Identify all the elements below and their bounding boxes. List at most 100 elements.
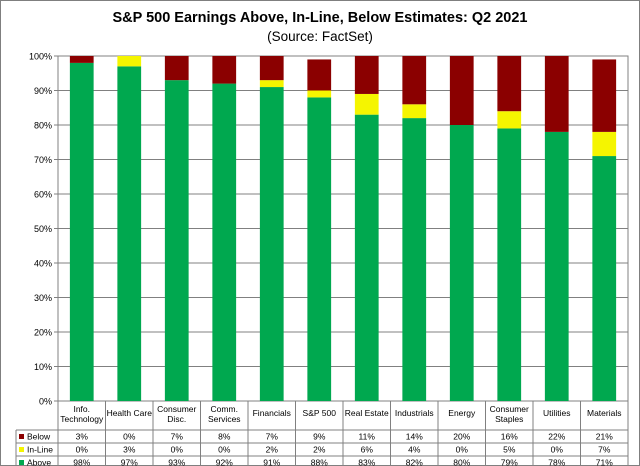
data-label: 79% — [501, 458, 518, 466]
bar-above — [592, 156, 617, 401]
category-label: Consumer — [157, 404, 196, 414]
y-tick-label: 90% — [34, 86, 52, 96]
data-label: 0% — [551, 445, 564, 455]
data-label: 0% — [123, 432, 136, 442]
bar-above — [117, 66, 142, 401]
y-tick-label: 100% — [29, 52, 52, 62]
data-label: 83% — [358, 458, 375, 466]
data-label: 3% — [123, 445, 136, 455]
bar-above — [544, 131, 569, 401]
bar-below — [497, 56, 522, 112]
category-label: Comm. — [211, 404, 238, 414]
data-label: 5% — [503, 445, 516, 455]
data-label: 88% — [311, 458, 328, 466]
category-label: Real Estate — [345, 408, 389, 418]
legend-key — [19, 460, 24, 465]
category-label: Services — [208, 414, 241, 424]
category-label: Energy — [448, 408, 476, 418]
legend-key — [19, 447, 24, 452]
bar-in-line — [402, 104, 427, 119]
category-label: Utilities — [543, 408, 570, 418]
y-tick-label: 40% — [34, 259, 52, 269]
bar-above — [354, 114, 379, 402]
category-label: Financials — [253, 408, 291, 418]
data-label: 6% — [361, 445, 374, 455]
data-label: 16% — [501, 432, 518, 442]
category-label: Staples — [495, 414, 523, 424]
data-label: 0% — [218, 445, 231, 455]
y-tick-label: 70% — [34, 155, 52, 165]
category-label: Disc. — [167, 414, 186, 424]
y-tick-label: 0% — [39, 397, 52, 407]
bar-above — [212, 83, 237, 401]
chart-subtitle: (Source: FactSet) — [267, 29, 373, 44]
data-label: 80% — [453, 458, 470, 466]
data-label: 98% — [73, 458, 90, 466]
bar-below — [592, 59, 617, 132]
data-label: 92% — [216, 458, 233, 466]
data-label: 20% — [453, 432, 470, 442]
legend-key — [19, 434, 24, 439]
bar-above — [164, 80, 189, 402]
bar-above — [402, 118, 427, 401]
bar-below — [259, 56, 284, 81]
bar-above — [449, 125, 474, 401]
data-label: 9% — [313, 432, 326, 442]
legend-label: Below — [27, 432, 51, 442]
legend-label: In-Line — [27, 445, 53, 455]
bar-in-line — [592, 131, 617, 157]
y-tick-label: 20% — [34, 328, 52, 338]
bar-below — [544, 56, 569, 132]
data-label: 11% — [359, 432, 376, 442]
bar-below — [307, 59, 332, 91]
data-label: 93% — [168, 458, 185, 466]
data-label: 2% — [313, 445, 326, 455]
bar-above — [69, 62, 94, 402]
bar-in-line — [497, 111, 522, 129]
legend-label: Above — [27, 458, 51, 466]
category-label: Materials — [587, 408, 621, 418]
data-label: 7% — [266, 432, 279, 442]
bar-below — [164, 56, 189, 81]
data-label: 14% — [406, 432, 423, 442]
bar-below — [449, 56, 474, 125]
bar-below — [354, 56, 379, 94]
category-label: S&P 500 — [303, 408, 337, 418]
data-label: 0% — [456, 445, 469, 455]
data-label: 91% — [263, 458, 280, 466]
bar-below — [402, 56, 427, 105]
y-tick-label: 10% — [34, 362, 52, 372]
data-label: 8% — [218, 432, 231, 442]
data-label: 7% — [171, 432, 184, 442]
bar-below — [212, 56, 237, 84]
bar-above — [497, 128, 522, 401]
category-label: Health Care — [107, 408, 153, 418]
bar-in-line — [117, 56, 142, 67]
data-label: 0% — [171, 445, 184, 455]
category-label: Technology — [60, 414, 104, 424]
data-label: 71% — [596, 458, 613, 466]
category-label: Info. — [73, 404, 90, 414]
data-label: 82% — [406, 458, 423, 466]
data-label: 97% — [121, 458, 138, 466]
category-label: Consumer — [490, 404, 529, 414]
data-label: 4% — [408, 445, 421, 455]
data-label: 7% — [598, 445, 611, 455]
bar-in-line — [354, 93, 379, 115]
y-tick-label: 60% — [34, 190, 52, 200]
data-label: 78% — [548, 458, 565, 466]
bar-in-line — [307, 90, 332, 98]
y-tick-label: 30% — [34, 293, 52, 303]
data-label: 0% — [76, 445, 89, 455]
chart-title: S&P 500 Earnings Above, In-Line, Below E… — [112, 10, 528, 26]
y-tick-label: 50% — [34, 224, 52, 234]
data-label: 3% — [76, 432, 89, 442]
bar-above — [307, 97, 332, 402]
data-label: 21% — [596, 432, 613, 442]
bar-above — [259, 87, 284, 402]
bar-in-line — [259, 80, 284, 88]
y-tick-label: 80% — [34, 121, 52, 131]
category-label: Industrials — [395, 408, 434, 418]
bar-below — [69, 56, 94, 63]
